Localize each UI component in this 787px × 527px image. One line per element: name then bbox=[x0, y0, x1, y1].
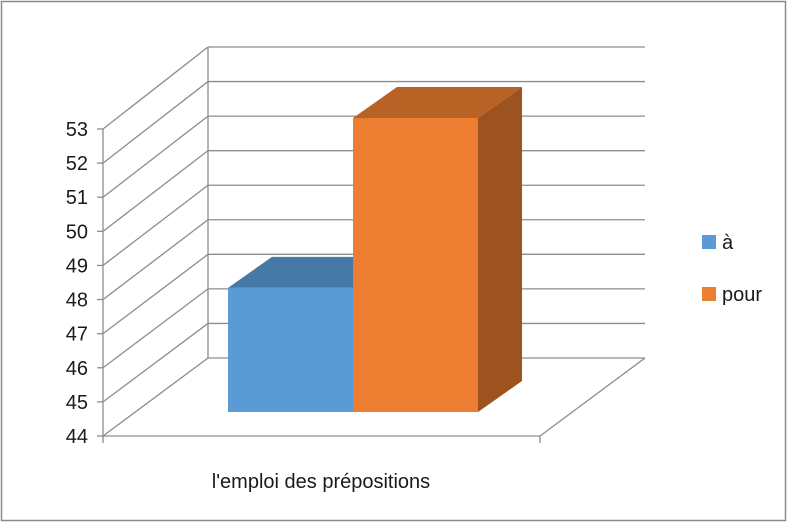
y-tick-label: 48 bbox=[66, 290, 88, 312]
axes: 44 45 46 47 48 49 50 51 52 53 l'emploi des préposi… bbox=[66, 119, 646, 493]
x-category-label: l'emploi des prépositions bbox=[212, 471, 430, 493]
bar-side bbox=[478, 87, 522, 412]
gridline-side bbox=[102, 322, 209, 403]
y-tick-label: 47 bbox=[66, 324, 88, 346]
legend-swatch bbox=[702, 235, 716, 249]
y-tick-label: 44 bbox=[66, 426, 88, 448]
y-tick-label: 51 bbox=[66, 187, 88, 209]
gridline-side bbox=[102, 357, 209, 437]
gridline-side bbox=[102, 115, 209, 198]
bar bbox=[228, 287, 353, 412]
gridline-side bbox=[102, 46, 209, 130]
gridline-side bbox=[102, 81, 209, 164]
y-tick-label: 52 bbox=[66, 153, 88, 175]
y-tick-label: 45 bbox=[66, 392, 88, 414]
gridline-side bbox=[102, 288, 209, 369]
legend: à pour bbox=[702, 232, 762, 306]
floor-side-edge bbox=[539, 357, 646, 437]
gridline-side bbox=[102, 219, 209, 301]
gridline-side bbox=[102, 184, 209, 266]
y-tick-label: 49 bbox=[66, 255, 88, 277]
bar-top bbox=[353, 87, 522, 118]
bar bbox=[353, 118, 478, 412]
y-tick-label: 46 bbox=[66, 358, 88, 380]
legend-label: pour bbox=[722, 284, 762, 306]
y-tick-label: 53 bbox=[66, 119, 88, 141]
legend-swatch bbox=[702, 287, 716, 301]
gridline-side bbox=[102, 253, 209, 335]
legend-label: à bbox=[722, 232, 734, 254]
gridline-side bbox=[102, 150, 209, 232]
bars bbox=[228, 87, 522, 412]
y-tick-label: 50 bbox=[66, 221, 88, 243]
